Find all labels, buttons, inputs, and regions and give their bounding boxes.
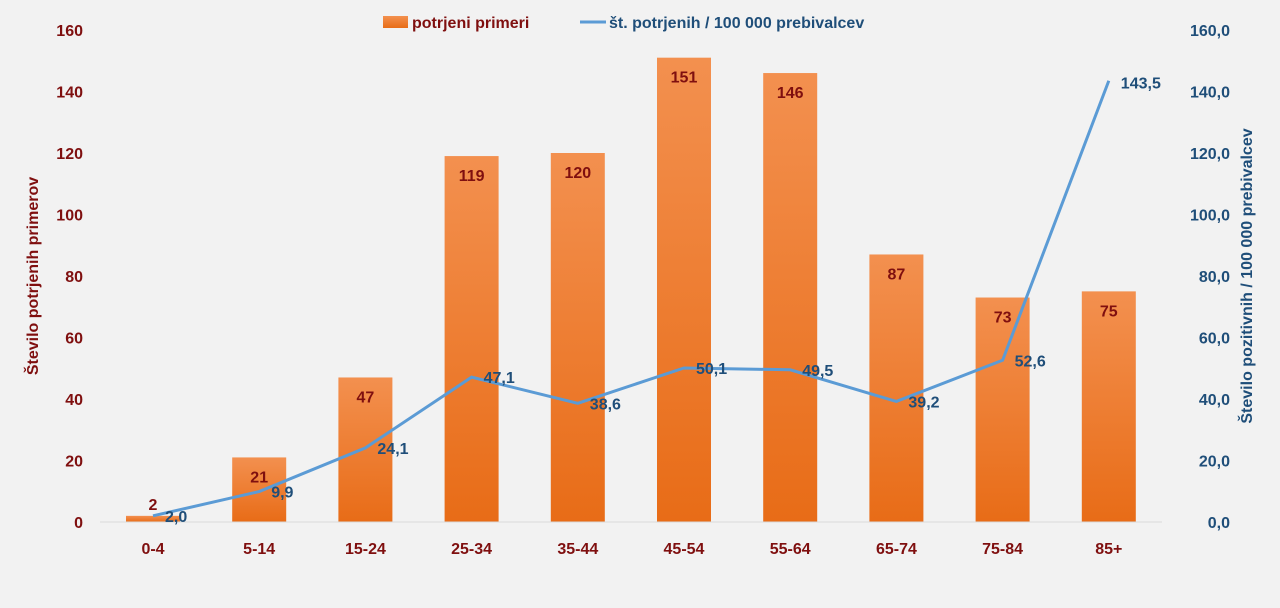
x-tick-label: 75-84 [982, 541, 1023, 558]
bar [1081, 291, 1136, 522]
legend: potrjeni primeri št. potrjenih / 100 000… [383, 15, 864, 32]
y2-tick-label: 40,0 [1199, 392, 1230, 409]
y-tick-label: 20 [65, 454, 83, 471]
x-tick-label: 15-24 [345, 541, 386, 558]
y2-tick-label: 100,0 [1190, 208, 1230, 225]
bar-value-label: 146 [777, 85, 804, 102]
legend-bar-swatch [383, 16, 408, 28]
line-value-label: 38,6 [590, 396, 621, 413]
bar-value-label: 151 [671, 70, 698, 87]
bar-value-label: 120 [564, 165, 591, 182]
x-tick-label: 0-4 [141, 541, 164, 558]
y2-tick-label: 120,0 [1190, 146, 1230, 163]
rate-line [152, 80, 1111, 518]
bar [126, 515, 180, 522]
bar-value-label: 2 [149, 497, 158, 514]
y2-axis-title: Število pozitivnih / 100 000 prebivalcev [1237, 128, 1256, 423]
bar-value-label: 119 [459, 168, 485, 185]
y-tick-label: 80 [65, 269, 83, 286]
x-tick-label: 55-64 [770, 541, 811, 558]
line-value-label: 24,1 [377, 441, 408, 458]
bar [975, 297, 1030, 522]
y-tick-label: 40 [65, 392, 83, 409]
y-tick-label: 60 [65, 331, 83, 348]
y-tick-label: 0 [74, 515, 83, 532]
y2-tick-label: 140,0 [1190, 85, 1230, 102]
bar [657, 57, 711, 523]
x-tick-label: 25-34 [451, 541, 492, 558]
legend-bar-label: potrjeni primeri [412, 15, 529, 32]
legend-line-label: št. potrjenih / 100 000 prebivalcev [609, 15, 864, 32]
y2-tick-label: 60,0 [1199, 331, 1230, 348]
bar [338, 377, 393, 522]
bar-value-label: 75 [1100, 303, 1118, 320]
y-tick-label: 120 [56, 146, 83, 163]
bar-value-label: 87 [888, 266, 906, 283]
x-tick-label: 85+ [1095, 541, 1122, 558]
y2-tick-label: 160,0 [1190, 23, 1230, 40]
line-value-label: 143,5 [1121, 76, 1161, 93]
bar-value-label: 73 [994, 310, 1012, 327]
bar-value-label: 21 [250, 469, 268, 486]
bar [869, 254, 924, 522]
y2-tick-label: 20,0 [1199, 454, 1230, 471]
bar [763, 73, 818, 523]
y-tick-label: 160 [56, 23, 83, 40]
bar [232, 457, 287, 522]
bar [550, 153, 605, 522]
line-value-label: 52,6 [1015, 353, 1046, 370]
x-tick-label: 35-44 [557, 541, 598, 558]
y2-tick-label: 0,0 [1208, 515, 1230, 532]
bar [444, 156, 499, 522]
x-tick-label: 5-14 [243, 541, 275, 558]
x-tick-label: 45-54 [664, 541, 705, 558]
y-tick-label: 140 [56, 85, 83, 102]
line-value-label: 2,0 [165, 509, 187, 526]
line-value-label: 9,9 [271, 485, 293, 502]
x-tick-label: 65-74 [876, 541, 917, 558]
bar-value-label: 47 [357, 389, 375, 406]
line-value-label: 50,1 [696, 361, 727, 378]
line-value-label: 47,1 [484, 370, 515, 387]
y2-tick-label: 80,0 [1199, 269, 1230, 286]
y-axis-title: Število potrjenih primerov [23, 177, 42, 375]
line-value-label: 49,5 [802, 363, 833, 380]
line-value-label: 39,2 [908, 394, 939, 411]
y-tick-label: 100 [56, 208, 83, 225]
